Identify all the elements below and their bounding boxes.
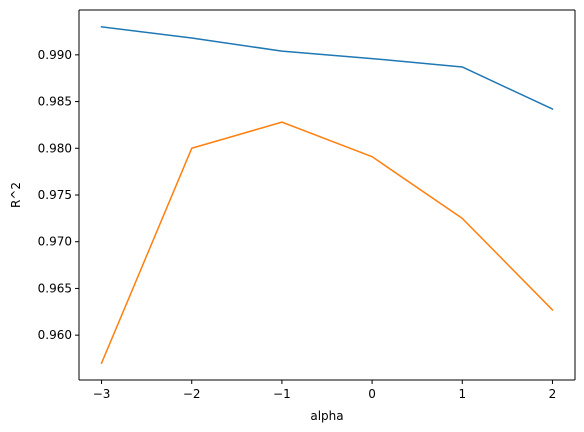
x-tick-label: −3 [93,387,111,401]
x-tick-label: 1 [458,387,466,401]
y-axis-ticks: 0.960 0.965 0.970 0.975 0.980 0.985 0.990 [38,48,79,342]
y-tick-label: 0.985 [38,95,72,109]
x-axis-label: alpha [310,409,343,423]
y-tick-label: 0.980 [38,141,72,155]
x-axis-ticks: −3 −2 −1 0 1 2 [93,380,557,401]
x-tick-label: −2 [183,387,201,401]
x-tick-label: −1 [273,387,291,401]
y-tick-label: 0.965 [38,281,72,295]
y-tick-label: 0.975 [38,188,72,202]
y-tick-label: 0.990 [38,48,72,62]
plot-area [79,10,575,380]
x-tick-label: 0 [368,387,376,401]
y-axis-label: R^2 [9,182,23,208]
x-tick-label: 2 [549,387,557,401]
series-layer [100,25,554,365]
series-line-1 [100,25,554,111]
y-tick-label: 0.970 [38,235,72,249]
series-line-2 [100,121,554,365]
y-tick-label: 0.960 [38,328,72,342]
